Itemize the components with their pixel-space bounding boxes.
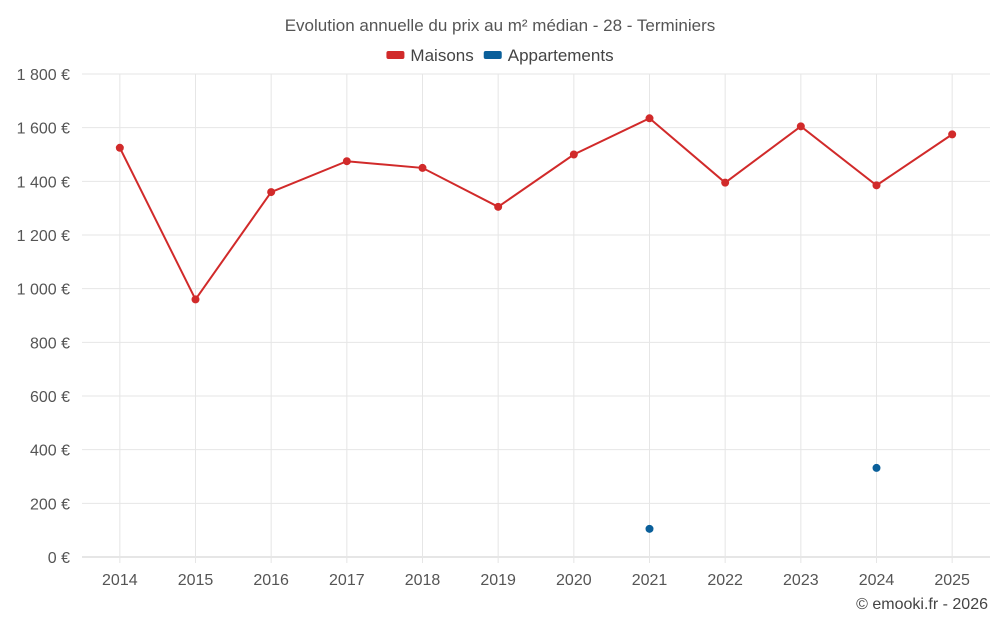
y-tick-label: 200 € [30,496,70,513]
chart-title: Evolution annuelle du prix au m² médian … [285,16,716,35]
data-point-maisons-2017[interactable] [342,157,351,166]
y-tick-label: 600 € [30,389,70,406]
gridlines [82,73,990,563]
y-tick-label: 1 600 € [17,121,70,138]
data-point-maisons-2016[interactable] [267,188,276,197]
data-point-appartements-2021[interactable] [645,524,654,533]
data-point-maisons-2021[interactable] [645,114,654,123]
x-tick-label: 2022 [707,572,743,589]
x-tick-label: 2019 [480,572,516,589]
y-tick-label: 1 800 € [17,67,70,84]
x-tick-label: 2016 [253,572,289,589]
legend-item-maisons[interactable]: Maisons [386,46,474,65]
series-appartements [645,463,881,533]
x-tick-label: 2025 [934,572,970,589]
x-axis: 2014 2015 2016 2017 2018 2019 2020 2021 2022 2023… [102,572,970,589]
series [115,114,957,533]
legend: Maisons Appartements [386,46,614,65]
data-point-maisons-2019[interactable] [494,202,503,211]
data-point-maisons-2014[interactable] [115,143,124,152]
data-point-maisons-2015[interactable] [191,295,200,304]
x-tick-label: 2014 [102,572,138,589]
x-tick-label: 2023 [783,572,819,589]
legend-swatch [483,51,502,59]
data-point-maisons-2018[interactable] [418,163,427,172]
data-point-appartements-2024[interactable] [872,463,881,472]
data-point-maisons-2020[interactable] [569,150,578,159]
series-maisons [115,114,957,304]
y-axis: 0 € 200 € 400 € 600 € 800 € 1 000 € 1 200 € 1 4… [17,67,70,567]
data-point-maisons-2022[interactable] [721,178,730,187]
data-point-maisons-2024[interactable] [872,181,881,190]
series-line-maisons [118,117,953,302]
y-tick-label: 0 € [48,550,70,567]
credit-text: © emooki.fr - 2026 [856,596,988,613]
data-point-maisons-2023[interactable] [796,122,805,131]
y-tick-label: 1 400 € [17,174,70,191]
legend-label: Appartements [508,46,614,65]
legend-swatch [386,51,405,59]
legend-item-appartements[interactable]: Appartements [483,46,614,65]
x-tick-label: 2015 [178,572,214,589]
x-tick-label: 2024 [859,572,895,589]
x-tick-label: 2020 [556,572,592,589]
x-tick-label: 2021 [632,572,668,589]
data-point-maisons-2025[interactable] [948,130,957,139]
legend-label: Maisons [410,46,473,65]
x-tick-label: 2018 [405,572,441,589]
y-tick-label: 800 € [30,335,70,352]
y-tick-label: 1 200 € [17,228,70,245]
y-tick-label: 1 000 € [17,282,70,299]
x-tick-label: 2017 [329,572,365,589]
y-tick-label: 400 € [30,443,70,460]
